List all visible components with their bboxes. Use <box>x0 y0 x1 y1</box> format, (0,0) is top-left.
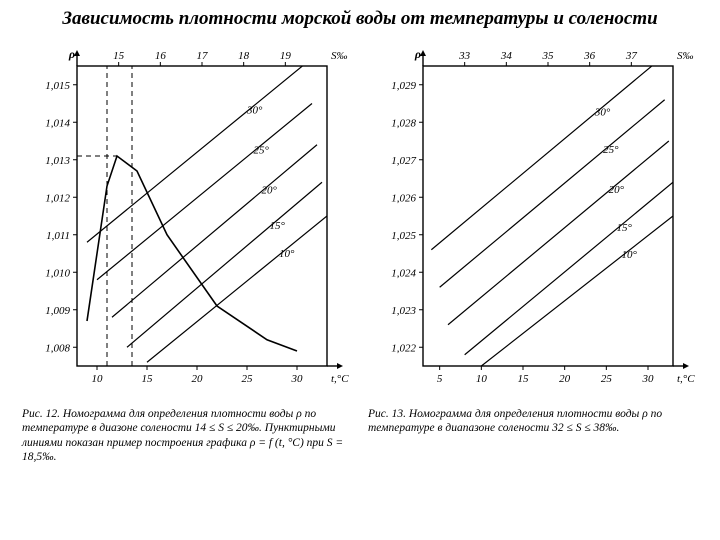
svg-text:1,011: 1,011 <box>46 230 70 242</box>
svg-text:ρ: ρ <box>68 47 75 61</box>
svg-text:10°: 10° <box>279 248 295 260</box>
svg-text:19: 19 <box>280 50 292 62</box>
svg-text:35: 35 <box>542 50 555 62</box>
svg-text:15: 15 <box>113 50 125 62</box>
svg-text:t,°C: t,°C <box>677 373 695 385</box>
svg-text:1,025: 1,025 <box>391 230 416 242</box>
svg-text:10: 10 <box>92 373 104 385</box>
svg-text:30°: 30° <box>594 107 611 119</box>
svg-text:15: 15 <box>518 373 530 385</box>
left-chart-column: 1,008 1,009 1,010 1,011 1,012 1,013 1,014 1,015… <box>22 36 352 465</box>
svg-text:30: 30 <box>291 373 304 385</box>
nomogram-left: 1,008 1,009 1,010 1,011 1,012 1,013 1,014 1,015… <box>22 36 352 401</box>
svg-text:17: 17 <box>197 50 209 62</box>
svg-text:1,027: 1,027 <box>391 155 416 167</box>
svg-text:25°: 25° <box>603 144 619 156</box>
svg-text:5: 5 <box>437 373 443 385</box>
svg-text:15°: 15° <box>617 222 633 234</box>
nomogram-right: 1,022 1,023 1,024 1,025 1,026 1,027 1,028 1,029… <box>368 36 698 401</box>
svg-text:1,026: 1,026 <box>391 192 416 204</box>
svg-text:34: 34 <box>500 50 513 62</box>
svg-text:33: 33 <box>458 50 471 62</box>
svg-text:1,029: 1,029 <box>391 80 416 92</box>
svg-text:25°: 25° <box>254 144 270 156</box>
svg-text:1,024: 1,024 <box>391 267 416 279</box>
svg-text:10°: 10° <box>622 249 638 261</box>
caption-left: Рис. 12. Номограмма для определения плот… <box>22 407 352 465</box>
svg-text:1,022: 1,022 <box>391 342 416 354</box>
svg-text:10: 10 <box>476 373 488 385</box>
svg-text:20: 20 <box>559 373 571 385</box>
svg-text:37: 37 <box>625 50 638 62</box>
svg-text:25: 25 <box>601 373 613 385</box>
right-chart-column: 1,022 1,023 1,024 1,025 1,026 1,027 1,028 1,029… <box>368 36 698 465</box>
svg-text:30: 30 <box>642 373 655 385</box>
svg-text:16: 16 <box>155 50 167 62</box>
svg-text:1,023: 1,023 <box>391 305 416 317</box>
caption-right: Рис. 13. Номограмма для определения плот… <box>368 407 698 436</box>
svg-text:20°: 20° <box>262 185 278 197</box>
svg-text:1,009: 1,009 <box>45 305 70 317</box>
svg-text:1,008: 1,008 <box>45 342 70 354</box>
svg-text:S‰: S‰ <box>677 50 694 62</box>
charts-container: 1,008 1,009 1,010 1,011 1,012 1,013 1,014 1,015… <box>8 36 712 465</box>
svg-text:1,014: 1,014 <box>45 117 70 129</box>
svg-text:ρ: ρ <box>414 47 421 61</box>
svg-text:20: 20 <box>192 373 204 385</box>
page-title: Зависимость плотности морской воды от те… <box>8 8 712 30</box>
svg-text:18: 18 <box>238 50 250 62</box>
svg-text:25: 25 <box>242 373 254 385</box>
svg-text:30°: 30° <box>246 104 263 116</box>
svg-text:15: 15 <box>142 373 154 385</box>
svg-text:1,028: 1,028 <box>391 117 416 129</box>
svg-text:1,012: 1,012 <box>45 192 70 204</box>
svg-text:S‰: S‰ <box>331 50 348 62</box>
svg-text:1,015: 1,015 <box>45 80 70 92</box>
svg-text:1,010: 1,010 <box>45 267 70 279</box>
svg-text:t,°C: t,°C <box>331 373 349 385</box>
svg-text:36: 36 <box>583 50 596 62</box>
svg-text:15°: 15° <box>270 220 286 232</box>
svg-text:20°: 20° <box>609 184 625 196</box>
svg-text:1,013: 1,013 <box>45 155 70 167</box>
